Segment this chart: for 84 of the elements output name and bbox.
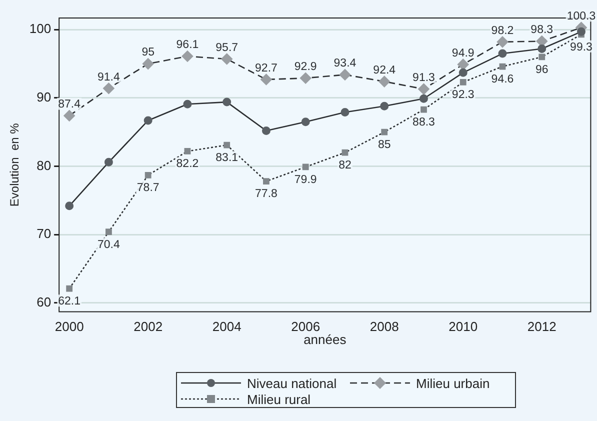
y-tick-label: 60 bbox=[36, 294, 52, 310]
point bbox=[103, 82, 114, 94]
point bbox=[499, 63, 506, 70]
point bbox=[66, 285, 73, 292]
data-label: 92.7 bbox=[255, 62, 278, 74]
y-tick-label: 90 bbox=[36, 90, 52, 105]
point bbox=[381, 128, 388, 136]
point bbox=[458, 68, 468, 77]
point bbox=[496, 36, 508, 48]
point bbox=[184, 148, 191, 154]
data-label: 82 bbox=[338, 160, 352, 172]
point bbox=[260, 74, 272, 86]
data-label: 70.4 bbox=[98, 238, 120, 251]
data-label: 91.4 bbox=[98, 71, 120, 84]
data-label: 98.2 bbox=[491, 24, 514, 37]
data-label: 87.4 bbox=[58, 98, 82, 111]
legend-label: Milieu urbain bbox=[416, 376, 490, 390]
x-tick-label: 2000 bbox=[54, 319, 84, 334]
data-label: 82.2 bbox=[176, 158, 199, 170]
data-label: 95 bbox=[142, 46, 154, 59]
data-label: 77.8 bbox=[255, 188, 278, 200]
point bbox=[457, 58, 469, 70]
x-tick-label: 2006 bbox=[291, 319, 320, 334]
data-label: 92.4 bbox=[373, 64, 396, 76]
x-tick-label: 2010 bbox=[448, 319, 478, 334]
data-label: 78.7 bbox=[136, 182, 160, 194]
data-label: 96.1 bbox=[176, 39, 199, 52]
point bbox=[419, 94, 428, 103]
point bbox=[342, 149, 348, 156]
point bbox=[262, 126, 270, 135]
data-label: 100.3 bbox=[566, 10, 596, 22]
data-label: 83.1 bbox=[216, 152, 238, 164]
x-axis-title: années bbox=[304, 332, 347, 347]
point bbox=[144, 172, 152, 178]
x-tick-label: 2004 bbox=[212, 319, 242, 334]
y-tick-label: 80 bbox=[36, 158, 52, 173]
point bbox=[222, 98, 232, 106]
point bbox=[301, 118, 310, 126]
data-label: 62.1 bbox=[58, 295, 81, 308]
point bbox=[142, 58, 154, 70]
point bbox=[144, 116, 152, 125]
point bbox=[538, 54, 546, 60]
data-label: 93.4 bbox=[334, 58, 357, 70]
point bbox=[498, 49, 507, 58]
data-label: 79.9 bbox=[294, 174, 317, 186]
point bbox=[460, 79, 466, 86]
y-tick-label: 70 bbox=[36, 226, 52, 242]
legend-label: Niveau national bbox=[247, 376, 337, 390]
point bbox=[577, 27, 586, 36]
data-label: 91.3 bbox=[412, 72, 435, 84]
data-label: 92.3 bbox=[452, 89, 474, 102]
data-label: 88.3 bbox=[412, 116, 435, 128]
point bbox=[538, 44, 546, 53]
data-label: 92.9 bbox=[294, 61, 317, 74]
point bbox=[339, 69, 351, 80]
data-label: 96 bbox=[535, 64, 548, 76]
y-tick-label: 100 bbox=[29, 21, 52, 36]
x-tick-label: 2012 bbox=[527, 319, 556, 334]
point bbox=[420, 106, 427, 113]
point bbox=[183, 100, 192, 108]
x-tick-label: 2002 bbox=[134, 319, 163, 334]
point bbox=[300, 72, 312, 84]
point bbox=[418, 83, 430, 95]
x-tick-label: 2008 bbox=[370, 319, 399, 334]
legend-label: Milieu rural bbox=[247, 392, 311, 406]
data-label: 94.6 bbox=[491, 73, 514, 86]
point bbox=[182, 50, 194, 62]
point bbox=[302, 164, 309, 170]
point bbox=[221, 53, 232, 65]
point bbox=[224, 142, 230, 148]
data-label: 94.9 bbox=[452, 47, 474, 60]
data-label: 99.3 bbox=[570, 41, 592, 54]
point bbox=[104, 158, 113, 166]
point bbox=[378, 76, 390, 88]
data-label: 95.7 bbox=[216, 42, 238, 54]
y-axis-title: Evolution en % bbox=[8, 122, 22, 207]
point bbox=[380, 102, 389, 110]
point bbox=[340, 108, 350, 117]
point bbox=[106, 228, 112, 236]
data-label: 98.3 bbox=[530, 24, 554, 36]
point bbox=[65, 202, 74, 210]
point bbox=[64, 110, 75, 122]
data-label: 85 bbox=[378, 139, 391, 152]
point bbox=[263, 178, 270, 184]
